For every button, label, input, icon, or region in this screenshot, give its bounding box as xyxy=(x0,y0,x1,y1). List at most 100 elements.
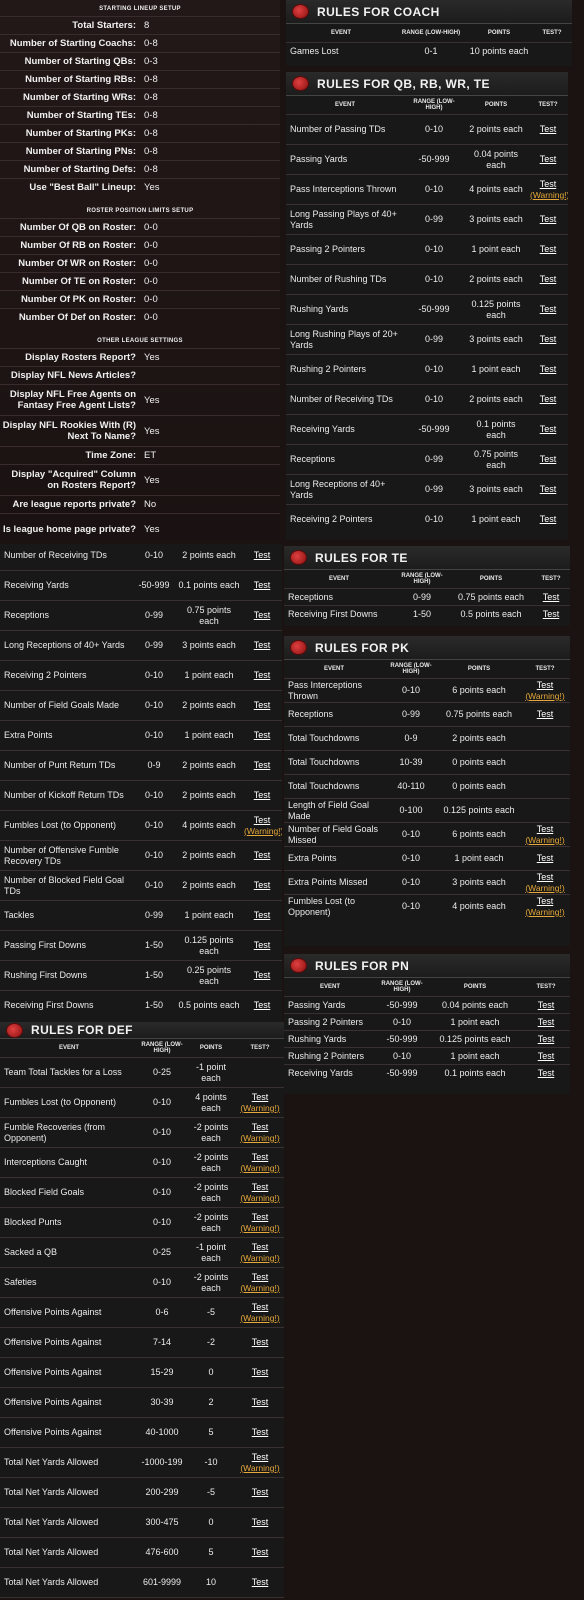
settings-row: Number of Starting PNs: 0-8 xyxy=(0,142,280,160)
test-link[interactable]: Test xyxy=(253,550,271,560)
test-link[interactable]: Test xyxy=(253,940,271,950)
test-link[interactable]: Test xyxy=(251,1121,269,1132)
test-link[interactable]: Test xyxy=(253,760,271,770)
test-link[interactable]: Test xyxy=(537,1033,555,1044)
test-link[interactable]: Test xyxy=(539,424,557,434)
test-link[interactable]: Test xyxy=(251,1271,269,1282)
rule-points: 2 points each xyxy=(464,264,528,295)
test-link[interactable]: Test xyxy=(251,1397,269,1407)
test-link[interactable]: Test xyxy=(537,1016,555,1027)
warning-link[interactable]: (Warning!) xyxy=(525,882,565,893)
test-link[interactable]: Test xyxy=(251,1427,269,1437)
rule-points: 1 point each xyxy=(176,660,242,691)
rule-row: Fumbles Lost (to Opponent) 0-10 4 points e… xyxy=(284,894,570,919)
test-link[interactable]: Test xyxy=(253,580,271,590)
test-link[interactable]: Test xyxy=(539,124,557,134)
rule-test-cell: Test xyxy=(528,444,568,475)
warning-link[interactable]: (Warning!) xyxy=(525,834,565,845)
test-link[interactable]: Test xyxy=(253,814,271,825)
test-link[interactable]: Test xyxy=(253,850,271,860)
test-link[interactable]: Test xyxy=(253,610,271,620)
test-link[interactable]: Test xyxy=(537,1067,555,1078)
rule-row: Receptions 0-99 0.75 points each Test xyxy=(286,444,568,475)
warning-link[interactable]: (Warning!) xyxy=(240,1462,280,1473)
test-link[interactable]: Test xyxy=(251,1091,269,1102)
test-link[interactable]: Test xyxy=(536,709,554,719)
test-link[interactable]: Test xyxy=(537,1050,555,1061)
test-link[interactable]: Test xyxy=(253,970,271,980)
test-link[interactable]: Test xyxy=(539,274,557,284)
test-link[interactable]: Test xyxy=(536,679,554,690)
rule-range: 0-10 xyxy=(404,384,464,415)
warning-link[interactable]: (Warning!) xyxy=(240,1252,280,1263)
rule-points: 2 points each xyxy=(186,1597,236,1598)
test-link[interactable]: Test xyxy=(539,364,557,374)
warning-link[interactable]: (Warning!) xyxy=(530,189,568,200)
test-link[interactable]: Test xyxy=(253,790,271,800)
rule-row: Passing First Downs 1-50 0.125 points each… xyxy=(0,930,282,961)
test-link[interactable]: Test xyxy=(251,1151,269,1162)
test-link[interactable]: Test xyxy=(539,214,557,224)
test-link[interactable]: Test xyxy=(539,154,557,164)
rule-points: 5 xyxy=(186,1537,236,1568)
test-link[interactable]: Test xyxy=(539,178,557,189)
rules-qb-continued-panel: Number of Receiving TDs 0-10 2 points each… xyxy=(0,544,282,1022)
test-link[interactable]: Test xyxy=(539,454,557,464)
warning-link[interactable]: (Warning!) xyxy=(525,906,565,917)
test-link[interactable]: Test xyxy=(251,1517,269,1527)
test-link[interactable]: Test xyxy=(542,591,560,602)
rule-test-cell: Test xyxy=(236,1597,284,1598)
rule-range: 0-99 xyxy=(132,600,176,631)
test-link[interactable]: Test xyxy=(251,1181,269,1192)
test-link[interactable]: Test xyxy=(539,484,557,494)
warning-link[interactable]: (Warning!) xyxy=(244,825,282,836)
rule-row: Number of Field Goals Missed 0-10 6 points… xyxy=(284,822,570,847)
warning-link[interactable]: (Warning!) xyxy=(240,1282,280,1293)
test-link[interactable]: Test xyxy=(536,823,554,834)
test-link[interactable]: Test xyxy=(539,514,557,525)
rule-event: Interceptions Caught xyxy=(0,1147,138,1178)
settings-value: Yes xyxy=(144,425,160,437)
test-link[interactable]: Test xyxy=(539,244,557,254)
test-link[interactable]: Test xyxy=(251,1367,269,1377)
test-link[interactable]: Test xyxy=(253,910,271,920)
rule-row: Total Touchdowns 10-39 0 points each xyxy=(284,750,570,775)
warning-link[interactable]: (Warning!) xyxy=(240,1162,280,1173)
rule-range: -50-999 xyxy=(404,414,464,445)
test-link[interactable]: Test xyxy=(542,608,560,619)
rule-test-cell: Test xyxy=(528,294,568,325)
rules-pn-table: EVENT RANGE (LOW-HIGH) POINTS TEST? Passing … xyxy=(284,978,570,1082)
test-link[interactable]: Test xyxy=(536,853,554,863)
test-link[interactable]: Test xyxy=(536,895,554,906)
rule-test-cell: Test xyxy=(236,1327,284,1358)
test-link[interactable]: Test xyxy=(253,700,271,710)
test-link[interactable]: Test xyxy=(253,730,271,740)
test-link[interactable]: Test xyxy=(537,999,555,1010)
test-link[interactable]: Test xyxy=(253,670,271,680)
warning-link[interactable]: (Warning!) xyxy=(525,690,565,701)
test-link[interactable]: Test xyxy=(253,640,271,650)
test-link[interactable]: Test xyxy=(251,1337,269,1347)
test-link[interactable]: Test xyxy=(251,1547,269,1557)
test-link[interactable]: Test xyxy=(539,304,557,314)
rules-coach-table: EVENT RANGE (LOW-HIGH) POINTS TEST? Games Lo… xyxy=(286,24,572,61)
test-link[interactable]: Test xyxy=(251,1451,269,1462)
test-link[interactable]: Test xyxy=(251,1577,269,1587)
warning-link[interactable]: (Warning!) xyxy=(240,1102,280,1113)
warning-link[interactable]: (Warning!) xyxy=(240,1132,280,1143)
test-link[interactable]: Test xyxy=(251,1211,269,1222)
rule-points: -2 points each xyxy=(186,1117,236,1148)
settings-label: Number Of PK on Roster: xyxy=(20,294,136,305)
test-link[interactable]: Test xyxy=(253,1000,271,1011)
test-link[interactable]: Test xyxy=(536,871,554,882)
column-header-points: POINTS xyxy=(467,666,491,672)
test-link[interactable]: Test xyxy=(539,334,557,344)
warning-link[interactable]: (Warning!) xyxy=(240,1222,280,1233)
test-link[interactable]: Test xyxy=(251,1487,269,1497)
test-link[interactable]: Test xyxy=(253,880,271,890)
test-link[interactable]: Test xyxy=(251,1241,269,1252)
warning-link[interactable]: (Warning!) xyxy=(240,1312,280,1323)
test-link[interactable]: Test xyxy=(539,394,557,404)
test-link[interactable]: Test xyxy=(251,1301,269,1312)
warning-link[interactable]: (Warning!) xyxy=(240,1192,280,1203)
